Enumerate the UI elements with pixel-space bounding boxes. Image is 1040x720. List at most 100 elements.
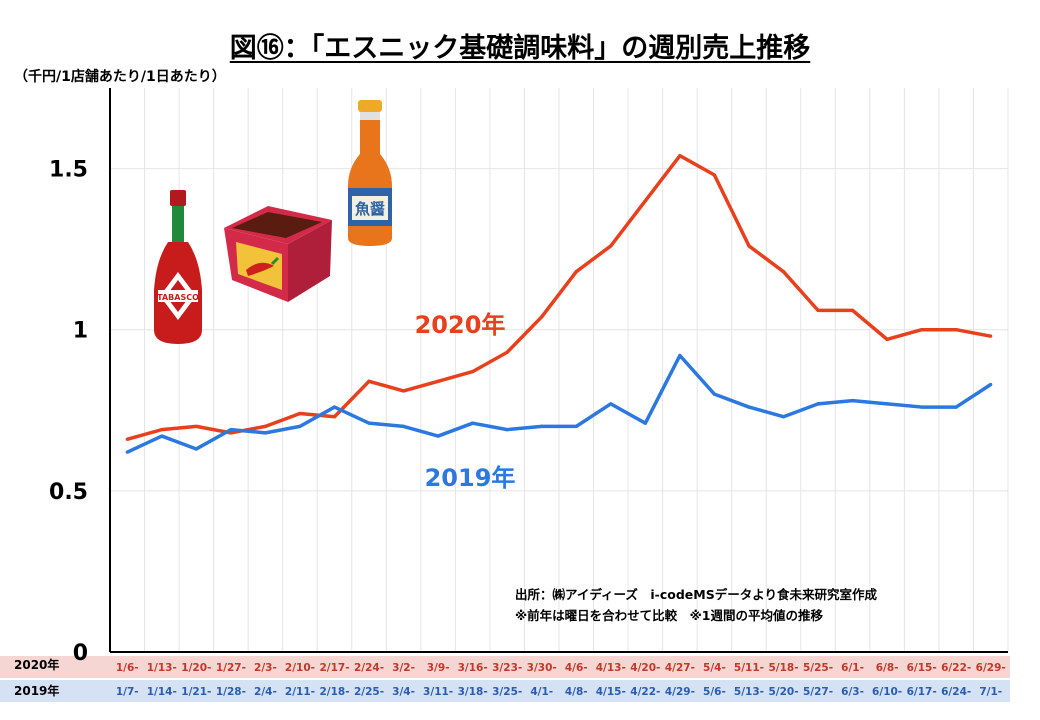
x-tick-label-2019: 6/17- xyxy=(907,686,937,698)
x-tick-label-2019: 6/3- xyxy=(841,686,864,698)
x-tick-label-2020: 1/27- xyxy=(216,662,246,674)
x-tick-labels: 1/6- 1/13- 1/20- 1/27- 2/3- 2/10- 2/17- 2/24- 3/… xyxy=(116,662,1006,698)
data-point xyxy=(712,173,717,177)
data-point xyxy=(505,428,509,432)
y-tick-label: 1 xyxy=(73,319,88,344)
x-tick-label-2019: 2/4- xyxy=(254,686,277,698)
grid-lines xyxy=(109,88,1009,653)
x-tick-label-2019: 1/21- xyxy=(181,686,211,698)
data-point xyxy=(609,244,613,248)
data-point xyxy=(401,389,406,393)
series-line-2019 xyxy=(126,353,992,454)
data-point xyxy=(989,382,993,387)
data-point xyxy=(920,405,924,409)
data-point xyxy=(263,424,268,428)
data-point xyxy=(263,431,268,435)
x-tick-label-2020: 4/6- xyxy=(565,662,588,674)
data-point xyxy=(816,308,820,312)
data-point xyxy=(436,379,440,383)
data-point xyxy=(471,421,475,425)
data-point xyxy=(436,434,440,438)
x-tick-label-2019: 5/20- xyxy=(768,686,798,698)
row-band-2019 xyxy=(0,680,1010,702)
series-lines xyxy=(125,153,993,454)
data-point xyxy=(678,154,682,158)
comparison-note: ※前年は曜日を合わせて比較 ※1週間の平均値の推移 xyxy=(515,608,824,623)
x-tick-label-2020: 6/1- xyxy=(841,662,864,674)
data-point xyxy=(989,334,993,338)
data-point xyxy=(332,405,337,409)
data-point xyxy=(540,424,544,428)
x-tick-label-2020: 4/13- xyxy=(596,662,626,674)
y-axis-unit-label: （千円/1店舗あたり/1日あたり） xyxy=(14,69,226,85)
data-point xyxy=(609,402,613,406)
data-point xyxy=(367,379,371,383)
data-point xyxy=(885,337,889,341)
y-tick-label: 0.5 xyxy=(49,480,88,505)
x-tick-label-2020: 5/18- xyxy=(768,662,798,674)
x-tick-label-2019: 3/25- xyxy=(492,686,522,698)
data-point xyxy=(920,328,924,332)
data-point xyxy=(643,421,647,425)
x-tick-label-2020: 3/2- xyxy=(392,662,415,674)
x-tick-label-2019: 3/11- xyxy=(423,686,453,698)
x-tick-label-2020: 4/27- xyxy=(665,662,695,674)
x-tick-label-2019: 2/11- xyxy=(285,686,315,698)
x-tick-label-2019: 5/13- xyxy=(734,686,764,698)
x-tick-label-2020: 6/29- xyxy=(976,662,1006,674)
x-tick-label-2019: 4/29- xyxy=(665,686,695,698)
series-line-2020 xyxy=(126,153,992,441)
x-tick-label-2020: 6/15- xyxy=(907,662,937,674)
data-point xyxy=(574,270,578,274)
chili-paste-box-icon xyxy=(224,206,332,302)
x-tick-label-2019: 5/6- xyxy=(703,686,726,698)
x-tick-label-2020: 2/10- xyxy=(285,662,315,674)
x-tick-label-2019: 4/15- xyxy=(596,686,626,698)
data-point xyxy=(125,450,129,454)
x-tick-label-2020: 5/25- xyxy=(803,662,833,674)
data-point xyxy=(194,447,198,451)
data-point xyxy=(332,415,337,419)
data-point xyxy=(194,424,198,428)
x-tick-label-2019: 6/24- xyxy=(941,686,971,698)
data-point xyxy=(471,370,475,374)
x-tick-label-2019: 3/18- xyxy=(458,686,488,698)
data-point xyxy=(850,399,855,403)
data-point xyxy=(298,424,302,428)
data-point xyxy=(954,405,958,409)
data-point xyxy=(850,308,855,312)
x-tick-label-2019: 6/10- xyxy=(872,686,902,698)
x-tick-label-2020: 1/20- xyxy=(181,662,211,674)
data-point xyxy=(678,353,682,358)
data-point xyxy=(505,350,509,354)
y-tick-label: 0 xyxy=(73,641,88,666)
x-tick-label-2020: 6/8- xyxy=(876,662,899,674)
x-tick-label-2020: 3/30- xyxy=(527,662,557,674)
y-tick-label: 1.5 xyxy=(49,158,88,183)
data-point xyxy=(781,415,786,419)
data-point xyxy=(229,428,233,432)
x-tick-label-2019: 7/1- xyxy=(979,686,1002,698)
data-point xyxy=(747,405,751,409)
x-tick-label-2020: 4/20- xyxy=(630,662,660,674)
data-point xyxy=(712,392,717,396)
x-tick-label-2020: 6/22- xyxy=(941,662,971,674)
data-point xyxy=(367,421,371,425)
x-tick-label-2020: 3/23- xyxy=(492,662,522,674)
x-tick-label-2020: 5/11- xyxy=(734,662,764,674)
x-tick-label-2020: 2/17- xyxy=(319,662,349,674)
x-tick-label-2019: 1/14- xyxy=(147,686,177,698)
x-tick-label-2019: 5/27- xyxy=(803,686,833,698)
series-label-2020: 2020年 xyxy=(415,311,506,339)
data-point xyxy=(885,402,889,406)
data-point xyxy=(160,428,164,432)
data-point xyxy=(954,328,958,332)
x-tick-label-2019: 1/7- xyxy=(116,686,139,698)
data-point xyxy=(816,402,820,406)
data-point xyxy=(298,411,302,416)
x-tick-label-2019: 1/28- xyxy=(216,686,246,698)
row-band-2020 xyxy=(0,656,1010,678)
svg-text:魚醤: 魚醤 xyxy=(355,200,385,218)
x-tick-label-2020: 1/6- xyxy=(116,662,139,674)
